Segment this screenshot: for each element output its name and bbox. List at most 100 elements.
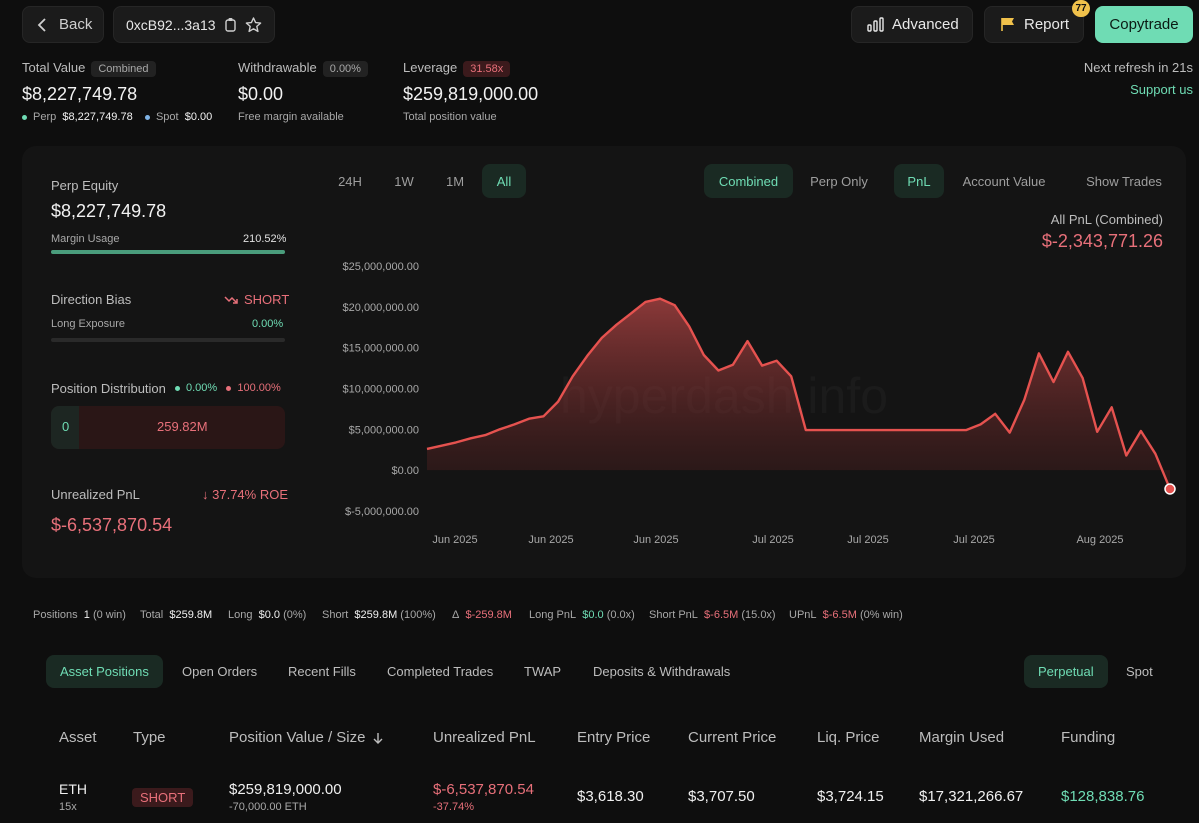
long-exposure-label: Long Exposure (51, 318, 125, 330)
withdrawable-label-text: Withdrawable (238, 60, 317, 75)
stat-positions-note: (0 win) (92, 609, 126, 621)
stat-total: Total $259.8M (140, 609, 212, 621)
row-type-badge: SHORT (132, 788, 194, 807)
col-type[interactable]: Type (133, 729, 166, 746)
mode-combined[interactable]: Combined (704, 164, 793, 198)
flag-icon (1001, 18, 1014, 31)
show-trades-button[interactable]: Show Trades (1086, 173, 1162, 189)
direction-bias-label: Direction Bias (51, 292, 132, 307)
sort-down-icon (373, 732, 383, 744)
stat-upnl: UPnL $-6.5M (0% win) (789, 609, 903, 621)
advanced-button[interactable]: Advanced (851, 6, 973, 43)
row-asset[interactable]: ETH (59, 781, 87, 797)
x-axis: Jun 2025 Jun 2025 Jun 2025 Jul 2025 Jul 2025… (432, 534, 1123, 546)
stat-long: Long $0.0 (0%) (228, 609, 306, 621)
col-unrealized-pnl[interactable]: Unrealized PnL (433, 729, 536, 746)
pnl-line (426, 297, 1172, 490)
pnl-last-point (1164, 483, 1176, 495)
tab-completed-trades[interactable]: Completed Trades (387, 664, 494, 679)
mode-perp-only[interactable]: Perp Only (810, 173, 868, 189)
stat-short-note: (100%) (400, 609, 436, 621)
tab-perpetual[interactable]: Perpetual (1024, 655, 1108, 688)
margin-usage-fill (51, 250, 285, 254)
leverage-pill: 31.58x (463, 61, 511, 77)
star-icon[interactable] (245, 16, 262, 33)
stat-long-pnl-note: (0.0x) (606, 609, 635, 621)
distribution-bar: 0 259.82M (51, 406, 285, 449)
range-24h[interactable]: 24H (338, 173, 362, 189)
tab-recent-fills[interactable]: Recent Fills (288, 664, 356, 679)
unrealized-roe-text: 37.74% ROE (212, 487, 288, 502)
direction-bias-value: SHORT (224, 292, 289, 307)
y-tick-label: $5,000,000.00 (349, 424, 419, 436)
dist-long-value: 0 (62, 419, 70, 434)
stat-short-label: Short (322, 609, 349, 621)
copytrade-button[interactable]: Copytrade (1095, 6, 1193, 43)
copy-icon[interactable] (224, 17, 237, 32)
back-button[interactable]: Back (22, 6, 104, 43)
long-exposure-bar (51, 338, 285, 342)
pnl-area-chart: hyperdash.info $25,000,000.00$20,000,000… (343, 261, 1176, 546)
range-1m[interactable]: 1M (445, 173, 465, 189)
withdrawable-value: $0.00 (238, 84, 284, 104)
stat-short-pnl-note: (15.0x) (741, 609, 776, 621)
stat-short-pnl: Short PnL $-6.5M (15.0x) (649, 609, 776, 621)
distribution-long-segment (51, 406, 79, 449)
range-1w[interactable]: 1W (394, 173, 414, 189)
stat-long-note: (0%) (283, 609, 307, 621)
pnl-title: All PnL (Combined) (1050, 212, 1163, 227)
leverage-value: $259,819,000.00 (403, 84, 539, 104)
unrealized-roe: ↓ 37.74% ROE (202, 487, 288, 502)
row-size: -70,000.00 ETH (229, 801, 307, 813)
leverage-sub: Total position value (403, 111, 497, 123)
support-link[interactable]: Support us (1130, 82, 1193, 97)
row-entry-price: $3,618.30 (577, 788, 644, 805)
dist-short-pct: 100.00% (237, 382, 281, 394)
margin-usage-label: Margin Usage (51, 233, 120, 245)
spot-dot (144, 114, 150, 120)
row-unrealized-pnl: $-6,537,870.54 (433, 781, 534, 798)
wallet-address: 0xcB92...3a13 (126, 16, 216, 33)
col-position-value[interactable]: Position Value / Size (229, 729, 383, 746)
stat-total-value: $259.8M (169, 609, 213, 621)
metric-account-value[interactable]: Account Value (962, 173, 1046, 189)
row-leverage: 15x (59, 801, 77, 813)
stat-upnl-value: $-6.5M (822, 609, 857, 621)
tab-spot[interactable]: Spot (1126, 664, 1153, 679)
stat-short-pnl-value: $-6.5M (704, 609, 739, 621)
col-margin-used[interactable]: Margin Used (919, 729, 1005, 746)
refresh-countdown: Next refresh in 21s (1083, 60, 1193, 75)
tab-asset-positions[interactable]: Asset Positions (46, 655, 163, 688)
metric-pnl[interactable]: PnL (894, 164, 944, 198)
withdrawable-pill: 0.00% (322, 61, 368, 77)
col-entry-price[interactable]: Entry Price (577, 729, 651, 746)
x-tick-label: Jul 2025 (847, 534, 889, 546)
tab-open-orders[interactable]: Open Orders (182, 664, 258, 679)
dist-short-value: 259.82M (157, 419, 208, 434)
range-all[interactable]: All (482, 164, 526, 198)
col-funding[interactable]: Funding (1061, 729, 1116, 746)
col-liq-price[interactable]: Liq. Price (817, 729, 880, 746)
col-current-price[interactable]: Current Price (688, 729, 777, 746)
stat-positions-value: 1 (83, 609, 90, 621)
row-position-value: $259,819,000.00 (229, 781, 342, 798)
y-tick-label: $25,000,000.00 (343, 261, 419, 273)
stat-delta: Δ $-259.8M (452, 609, 512, 621)
perp-value: $8,227,749.78 (62, 111, 133, 123)
distribution-pcts: 0.00% 100.00% (175, 382, 281, 394)
leverage-label-text: Leverage (403, 60, 458, 75)
spot-label: Spot (155, 111, 179, 123)
stat-short-value: $259.8M (354, 609, 398, 621)
x-tick-label: Jul 2025 (953, 534, 995, 546)
x-tick-label: Jun 2025 (528, 534, 573, 546)
perp-dot (22, 114, 27, 120)
stat-short-pnl-label: Short PnL (649, 609, 698, 621)
col-asset[interactable]: Asset (59, 729, 97, 746)
dist-long-pct: 0.00% (186, 382, 218, 394)
tab-twap[interactable]: TWAP (524, 664, 562, 679)
y-tick-label: $0.00 (391, 465, 419, 477)
report-button[interactable]: Report (984, 6, 1084, 43)
total-value: $8,227,749.78 (22, 84, 138, 104)
position-distribution-label: Position Distribution (51, 381, 166, 396)
tab-deposits-withdrawals[interactable]: Deposits & Withdrawals (593, 664, 731, 679)
